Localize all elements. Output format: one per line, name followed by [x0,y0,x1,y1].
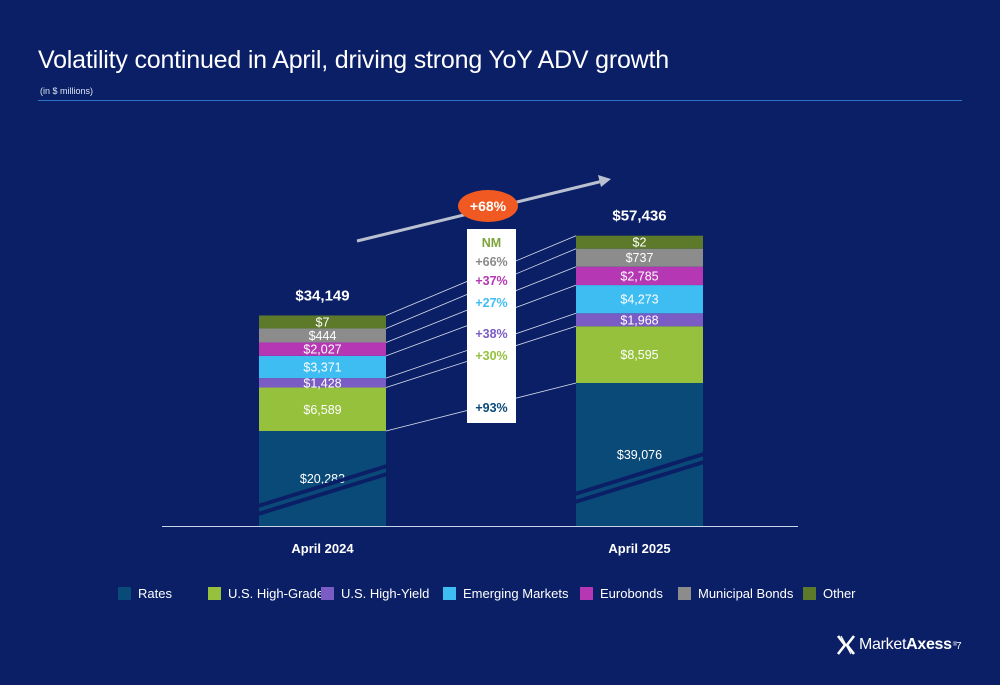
chart-legend: Rates U.S. High-Grade U.S. High-Yield Emerg… [118,586,878,606]
growth-arrow-head [598,175,611,187]
legend-label-other: Other [823,586,856,601]
bar-eurobonds-april-2025 [576,266,703,286]
slide-title: Volatility continued in April, driving s… [38,46,669,74]
x-tick-label-april-2025: April 2025 [608,541,670,556]
data-label-u-s-high-grade-april-2024: $6,589 [303,403,341,417]
legend-swatch-u-s-high-yield [321,587,334,600]
data-label-eurobonds-april-2024: $2,027 [303,343,341,357]
change-label-u-s-high-yield: +38% [475,327,507,341]
legend-swatch-u-s-high-grade [208,587,221,600]
data-label-u-s-high-yield-april-2025: $1,968 [620,313,658,327]
legend-label-eurobonds: Eurobonds [600,586,663,601]
data-label-municipal-bonds-april-2024: $444 [309,329,337,343]
change-label-other: NM [482,236,501,250]
legend-label-u-s-high-grade: U.S. High-Grade [228,586,325,601]
total-label-april-2024: $34,149 [295,287,349,304]
legend-item-u-s-high-grade: U.S. High-Grade [208,586,324,601]
legend-item-u-s-high-yield: U.S. High-Yield [321,586,429,601]
bar-municipal-bonds-april-2024 [259,328,386,343]
change-label-u-s-high-grade: +30% [475,349,507,363]
bar-emerging-markets-april-2024 [259,355,386,379]
bar-eurobonds-april-2024 [259,342,386,356]
data-label-other-april-2024: $7 [316,315,330,329]
bar-u-s-high-grade-april-2024 [259,387,386,431]
change-label-municipal-bonds: +66% [475,255,507,269]
logo-registered-mark: ® [952,642,958,648]
legend-swatch-eurobonds [580,587,593,600]
change-label-rates: +93% [475,401,507,415]
legend-label-rates: Rates [138,586,172,601]
legend-item-municipal-bonds: Municipal Bonds [678,586,793,601]
bar-u-s-high-yield-april-2024 [259,378,386,388]
total-label-april-2025: $57,436 [612,208,666,225]
legend-swatch-other [803,587,816,600]
marketaxess-logo-icon [836,635,856,655]
legend-swatch-rates [118,587,131,600]
growth-badge [458,190,518,222]
axis-break-line-april-2025-2 [574,460,705,504]
bar-u-s-high-grade-april-2025 [576,326,703,383]
legend-item-emerging-markets: Emerging Markets [443,586,568,601]
legend-swatch-emerging-markets [443,587,456,600]
data-label-u-s-high-grade-april-2025: $8,595 [620,348,658,362]
legend-label-municipal-bonds: Municipal Bonds [698,586,794,601]
legend-item-other: Other [803,586,856,601]
data-label-emerging-markets-april-2024: $3,371 [303,360,341,374]
marketaxess-logo: Market Axess ® [836,634,957,656]
bar-other-april-2025 [576,235,703,249]
change-label-emerging-markets: +27% [475,296,507,310]
bar-other-april-2024 [259,315,386,329]
slide-subtitle: (in $ millions) [40,86,94,96]
x-tick-label-april-2024: April 2024 [291,541,354,556]
data-label-municipal-bonds-april-2025: $737 [626,251,654,265]
legend-label-u-s-high-yield: U.S. High-Yield [341,586,430,601]
bar-rates-april-2024 [259,431,386,526]
data-label-emerging-markets-april-2025: $4,273 [620,293,658,307]
axis-break-line-april-2025-1 [574,452,705,496]
bar-u-s-high-yield-april-2025 [576,313,703,327]
change-box [467,229,516,423]
bar-rates-april-2025 [576,383,703,526]
data-label-rates-april-2025: $39,076 [617,448,662,462]
data-label-other-april-2025: $2 [633,236,647,250]
legend-label-emerging-markets: Emerging Markets [463,586,569,601]
data-label-eurobonds-april-2025: $2,785 [620,269,658,283]
page-number: 7 [956,641,962,652]
data-label-u-s-high-yield-april-2024: $1,428 [303,376,341,390]
legend-swatch-municipal-bonds [678,587,691,600]
legend-item-eurobonds: Eurobonds [580,586,663,601]
bar-municipal-bonds-april-2025 [576,248,703,267]
axis-break-line-april-2024-2 [257,472,388,516]
bar-emerging-markets-april-2025 [576,285,703,314]
change-label-eurobonds: +37% [475,274,507,288]
logo-text-market: Market [859,636,907,653]
logo-text-axess: Axess [906,636,952,653]
title-divider [38,100,962,101]
growth-badge-label: +68% [470,198,507,214]
axis-break-line-april-2024-1 [257,464,388,508]
legend-item-rates: Rates [118,586,172,601]
